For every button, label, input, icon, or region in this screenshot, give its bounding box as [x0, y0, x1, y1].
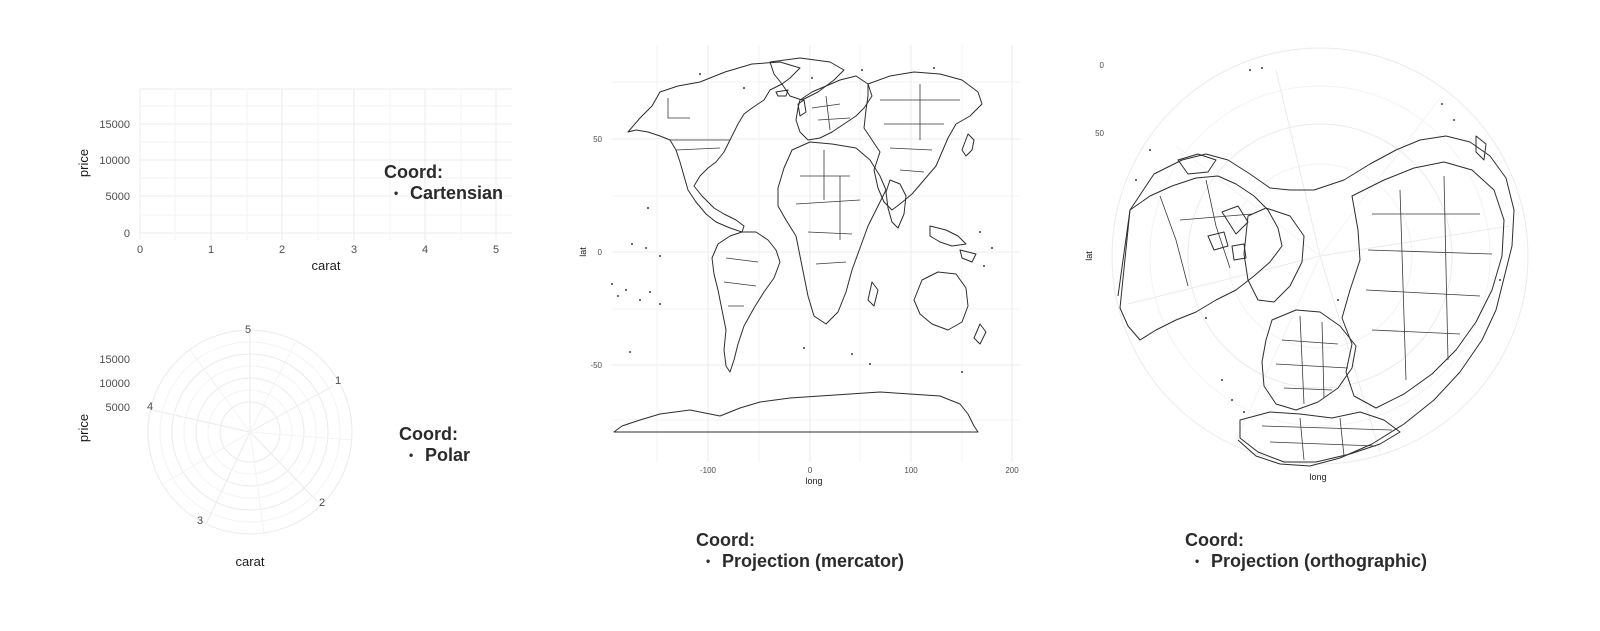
orthographic-asia [1341, 161, 1505, 409]
caption-item-text: Cartensian [410, 182, 504, 203]
mercator-australia [913, 271, 969, 331]
orthographic-world-map [1117, 67, 1515, 467]
orthographic-africa [1239, 411, 1401, 463]
polar-angle-tick: 5 [245, 324, 251, 336]
polar-rtick: 15000 [99, 354, 130, 366]
caption-orthographic: Coord: • Projection (orthographic) [1185, 530, 1427, 571]
caption-item: • Polar [399, 445, 470, 466]
mercator-ytick: 50 [593, 135, 602, 144]
caption-item: • Cartensian [384, 183, 503, 204]
orthographic-ytick: 0 [1100, 61, 1105, 70]
orthographic-islands [1135, 67, 1501, 413]
cartesian-x-axis-title: carat [312, 258, 341, 273]
mercator-xtick: 200 [1005, 466, 1019, 475]
caption-item: • Projection (mercator) [696, 551, 904, 572]
cartesian-xtick: 5 [493, 244, 499, 256]
mercator-ytick: -50 [590, 361, 602, 370]
polar-rtick: 10000 [99, 378, 130, 390]
cartesian-xtick: 4 [422, 244, 428, 256]
polar-angle-tick: 4 [147, 401, 153, 413]
caption-cartesian: Coord: • Cartensian [384, 162, 503, 203]
orthographic-y-axis-title: lat [1084, 251, 1094, 261]
mercator-antarctica [613, 391, 979, 433]
caption-head: Coord: [384, 162, 443, 182]
orthographic-outer-edge [1117, 135, 1515, 467]
orthographic-x-axis-title: long [1309, 472, 1326, 482]
caption-head: Coord: [696, 530, 755, 550]
bullet-icon: • [706, 554, 711, 569]
cartesian-xtick: 1 [208, 244, 214, 256]
polar-x-axis-title: carat [236, 554, 265, 569]
mercator-madagascar [867, 281, 879, 307]
mercator-uk [775, 89, 807, 117]
mercator-greenland [769, 57, 845, 101]
polar-angle-tick: 1 [335, 375, 341, 387]
mercator-world-map [611, 57, 993, 433]
caption-head: Coord: [399, 424, 458, 444]
mercator-xtick: 0 [808, 466, 813, 475]
mercator-africa [777, 141, 887, 325]
polar-rtick: 5000 [106, 402, 130, 414]
polar-angle-tick: 2 [319, 497, 325, 509]
polar-y-axis-title: price [76, 414, 91, 442]
orthographic-ytick: 50 [1095, 129, 1104, 138]
orthographic-europe [1261, 309, 1357, 411]
mercator-japan [961, 133, 975, 157]
orthographic-gridlines [1111, 47, 1529, 465]
orthographic-north-america [1119, 175, 1283, 341]
caption-item: • Projection (orthographic) [1185, 551, 1427, 572]
mercator-north-america [627, 61, 801, 233]
polar-angle-tick: 3 [197, 515, 203, 527]
bullet-icon: • [1195, 554, 1200, 569]
cartesian-ytick: 0 [124, 228, 130, 240]
mercator-south-america [711, 231, 781, 373]
mercator-gridlines [612, 45, 1020, 462]
mercator-europe [795, 75, 873, 141]
mercator-xtick: -100 [700, 466, 717, 475]
cartesian-xtick: 3 [351, 244, 357, 256]
mercator-xtick: 100 [904, 466, 918, 475]
mercator-y-axis-title: lat [578, 247, 588, 257]
bullet-icon: • [394, 186, 399, 201]
mercator-indonesia [929, 225, 977, 263]
mercator-x-axis-title: long [805, 476, 822, 486]
caption-mercator: Coord: • Projection (mercator) [696, 530, 904, 571]
caption-item-text: Polar [425, 444, 471, 465]
mercator-islands [611, 67, 993, 373]
orthographic-japan [1475, 135, 1487, 161]
bullet-icon: • [409, 448, 414, 463]
cartesian-ytick: 5000 [106, 191, 130, 203]
cartesian-y-axis-title: price [76, 149, 91, 177]
cartesian-xtick: 2 [279, 244, 285, 256]
cartesian-ytick: 10000 [99, 155, 130, 167]
orthographic-arctic-islands [1207, 205, 1249, 261]
polar-gridlines [147, 329, 353, 535]
cartesian-xtick: 0 [137, 244, 143, 256]
orthographic-alaska [1177, 153, 1217, 175]
orthographic-greenland [1243, 207, 1305, 303]
caption-head: Coord: [1185, 530, 1244, 550]
caption-polar: Coord: • Polar [399, 424, 470, 465]
mercator-india [885, 179, 907, 229]
mercator-ytick: 0 [598, 248, 603, 257]
cartesian-ytick: 15000 [99, 119, 130, 131]
caption-item-text: Projection (orthographic) [1211, 550, 1427, 571]
mercator-new-zealand [973, 323, 987, 345]
mercator-asia [863, 71, 983, 211]
caption-item-text: Projection (mercator) [722, 550, 905, 571]
